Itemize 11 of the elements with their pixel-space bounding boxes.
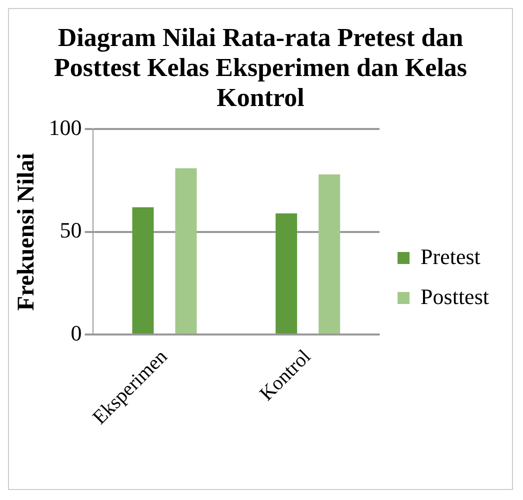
bar	[132, 207, 154, 334]
legend-label: Pretest	[420, 244, 480, 269]
bar	[276, 213, 298, 334]
bar	[318, 174, 340, 334]
legend-label: Posttest	[420, 284, 490, 309]
y-tick-label: 50	[60, 218, 82, 243]
y-axis-title: Frekuensi Nilai	[14, 152, 40, 311]
y-tick-label: 0	[70, 320, 82, 346]
y-tick-label: 100	[48, 114, 82, 140]
bar	[175, 168, 197, 334]
chart-title: Diagram Nilai Rata-rata Pretest dan Posttest Kelas Eksperimen dan Kelas Kontrol	[52, 22, 468, 113]
